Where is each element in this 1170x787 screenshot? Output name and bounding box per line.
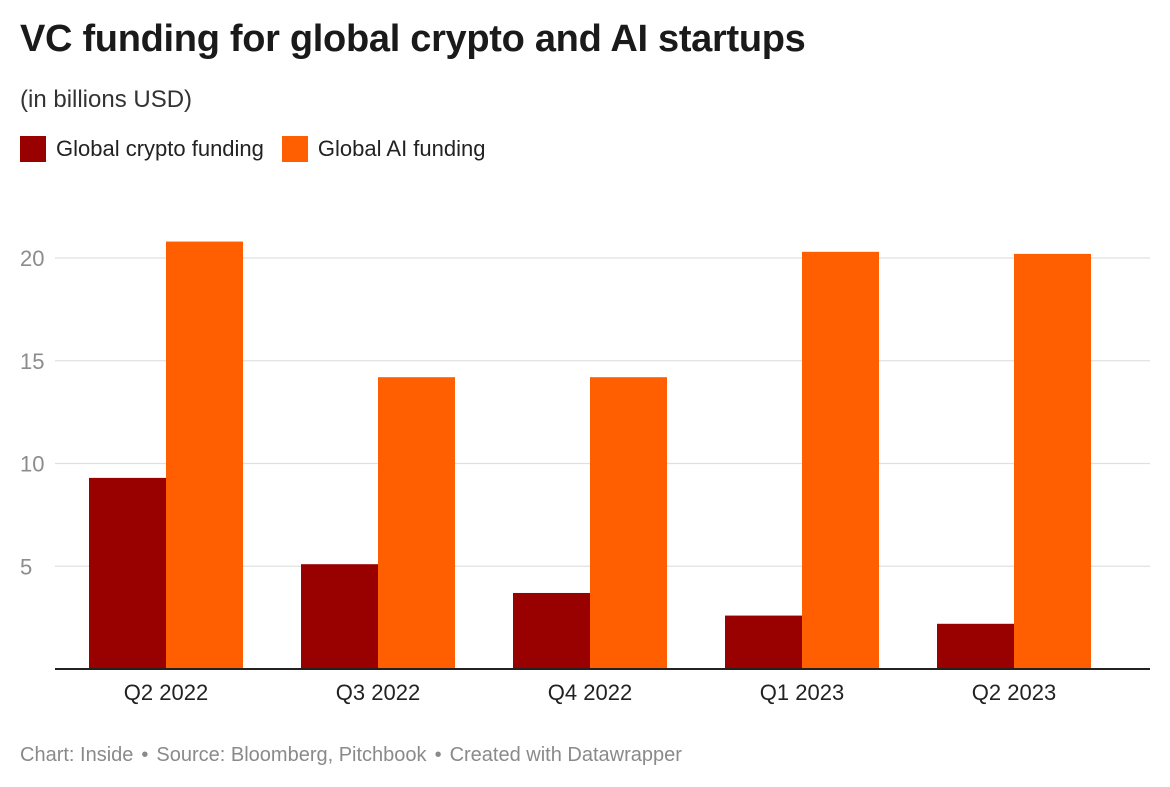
bar-ai bbox=[378, 377, 455, 669]
legend-swatch-ai bbox=[281, 136, 308, 162]
bar-crypto bbox=[301, 564, 378, 669]
bar-ai bbox=[802, 251, 879, 669]
y-tick-label: 15 bbox=[20, 349, 44, 374]
chart-subtitle: (in billions USD) bbox=[20, 86, 193, 113]
legend-item-crypto: Global crypto funding bbox=[20, 136, 264, 162]
y-tick-label: 20 bbox=[20, 246, 44, 271]
footer-chart-credit: Chart: Inside bbox=[20, 744, 134, 766]
footer-source: Source: Bloomberg, Pitchbook bbox=[156, 744, 427, 766]
x-tick-label: Q3 2022 bbox=[336, 680, 420, 705]
legend-label-ai: Global AI funding bbox=[317, 136, 486, 161]
legend: Global crypto funding Global AI funding bbox=[20, 136, 485, 162]
bar-ai bbox=[590, 377, 667, 669]
x-tick-label: Q1 2023 bbox=[760, 680, 844, 705]
bar-crypto bbox=[89, 477, 166, 669]
chart-footer: Chart: Inside • Source: Bloomberg, Pitchbo… bbox=[20, 744, 682, 767]
legend-label-crypto: Global crypto funding bbox=[56, 136, 264, 161]
bar-ai bbox=[166, 241, 243, 669]
x-tick-label: Q2 2022 bbox=[124, 680, 208, 705]
chart-title: VC funding for global crypto and AI star… bbox=[20, 18, 806, 60]
bar-ai bbox=[1014, 253, 1091, 669]
y-tick-label: 10 bbox=[20, 452, 44, 477]
bar-crypto bbox=[725, 615, 802, 669]
footer-separator: • bbox=[141, 744, 149, 766]
bar-crypto bbox=[937, 623, 1014, 669]
x-tick-label: Q4 2022 bbox=[548, 680, 632, 705]
footer-separator: • bbox=[434, 744, 442, 766]
legend-item-ai: Global AI funding bbox=[281, 136, 486, 162]
footer-created-with: Created with Datawrapper bbox=[449, 744, 682, 766]
x-tick-label: Q2 2023 bbox=[972, 680, 1056, 705]
legend-swatch-crypto bbox=[20, 136, 46, 162]
y-tick-label: 5 bbox=[20, 554, 32, 579]
bar-crypto bbox=[513, 592, 590, 669]
